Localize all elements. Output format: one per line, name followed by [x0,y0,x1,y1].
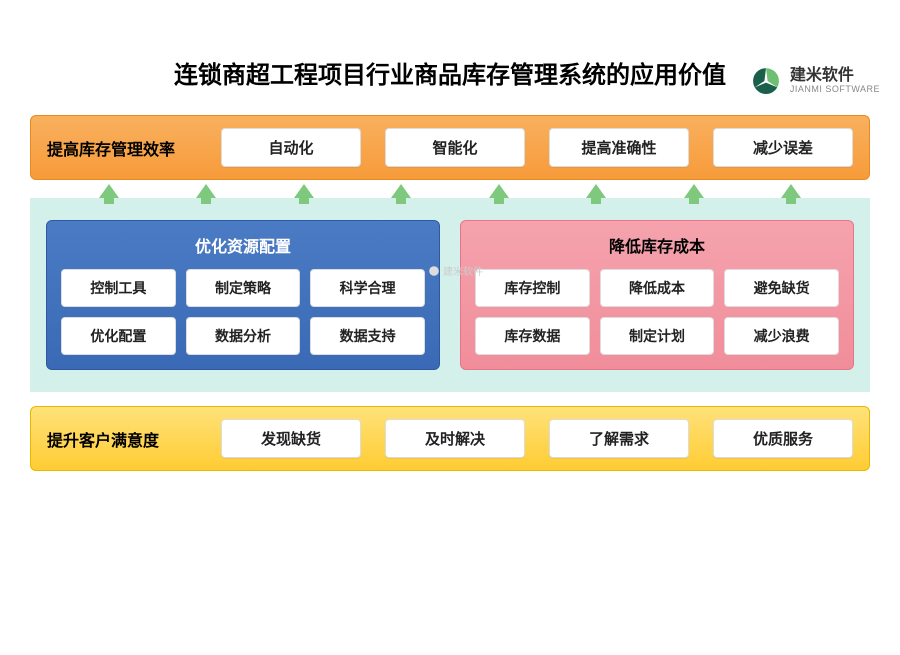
panel-item: 优化配置 [61,317,176,355]
brand-logo: 建米软件 JIANMI SOFTWARE [750,65,880,97]
panel-right-grid: 库存控制 降低成本 避免缺货 库存数据 制定计划 减少浪费 [475,269,839,355]
arrow-up-icon [391,184,411,204]
arrow-up-icon [586,184,606,204]
panel-item: 避免缺货 [724,269,839,307]
top-item: 自动化 [221,128,361,167]
panel-left-grid: 控制工具 制定策略 科学合理 优化配置 数据分析 数据支持 [61,269,425,355]
panel-item: 控制工具 [61,269,176,307]
bottom-header: 提升客户满意度 [47,427,197,451]
arrow-up-icon [781,184,801,204]
top-item: 智能化 [385,128,525,167]
panel-item: 降低成本 [600,269,715,307]
arrow-up-icon [294,184,314,204]
bottom-item: 发现缺货 [221,419,361,458]
arrow-up-icon [99,184,119,204]
panel-item: 数据支持 [310,317,425,355]
panel-item: 制定策略 [186,269,301,307]
arrow-up-icon [684,184,704,204]
panel-item: 库存控制 [475,269,590,307]
diagram-container: 提高库存管理效率 自动化 智能化 提高准确性 减少误差 优化资源配置 控制工具 … [0,115,900,471]
watermark-icon [428,265,440,277]
logo-cn: 建米软件 [790,67,880,85]
logo-icon [750,65,782,97]
arrow-up-icon [489,184,509,204]
bottom-section: 提升客户满意度 发现缺货 及时解决 了解需求 优质服务 [30,406,870,471]
bottom-item: 优质服务 [713,419,853,458]
watermark: 建米软件 [428,263,483,278]
panel-item: 制定计划 [600,317,715,355]
panel-resource-optimization: 优化资源配置 控制工具 制定策略 科学合理 优化配置 数据分析 数据支持 [46,220,440,370]
panel-left-title: 优化资源配置 [61,233,425,257]
watermark-text: 建米软件 [443,263,483,278]
bottom-item: 及时解决 [385,419,525,458]
top-item: 减少误差 [713,128,853,167]
logo-text: 建米软件 JIANMI SOFTWARE [790,67,880,94]
logo-en: JIANMI SOFTWARE [790,85,880,95]
top-header: 提高库存管理效率 [47,136,197,160]
panel-right-title: 降低库存成本 [475,233,839,257]
middle-section: 优化资源配置 控制工具 制定策略 科学合理 优化配置 数据分析 数据支持 降低库… [30,198,870,392]
panel-item: 数据分析 [186,317,301,355]
bottom-item: 了解需求 [549,419,689,458]
panel-item: 减少浪费 [724,317,839,355]
panel-item: 库存数据 [475,317,590,355]
top-section: 提高库存管理效率 自动化 智能化 提高准确性 减少误差 [30,115,870,180]
top-item: 提高准确性 [549,128,689,167]
arrow-up-icon [196,184,216,204]
panel-cost-reduction: 降低库存成本 库存控制 降低成本 避免缺货 库存数据 制定计划 减少浪费 [460,220,854,370]
panel-item: 科学合理 [310,269,425,307]
